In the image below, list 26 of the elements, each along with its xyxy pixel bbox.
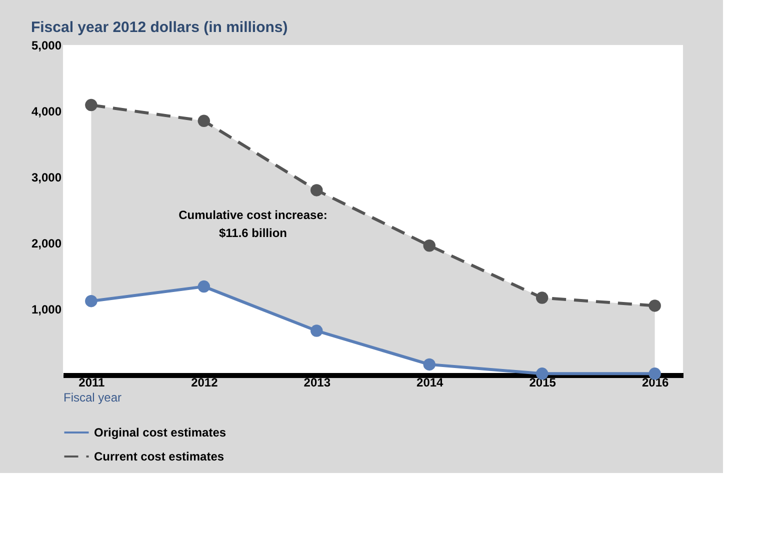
chart-title: Fiscal year 2012 dollars (in millions): [30, 19, 288, 36]
point: [85, 98, 98, 112]
point: [423, 240, 436, 252]
y-tick-label: 2,000: [31, 236, 62, 250]
point: [85, 294, 98, 308]
point: [536, 292, 548, 304]
annotation: Cumulative cost increase: $11.6 billion: [178, 208, 328, 240]
point: [648, 300, 661, 312]
x-axis-title: Fiscal year: [64, 390, 122, 404]
point: [310, 184, 323, 196]
point: [198, 280, 210, 293]
x-tick-label: 2013: [304, 376, 331, 390]
point: [423, 358, 436, 371]
point: [310, 324, 323, 337]
x-tick-label: 2011: [78, 376, 106, 390]
legend-label: Current cost estimates: [94, 450, 224, 464]
x-tick-label: 2015: [529, 376, 556, 390]
y-tick-label: 1,000: [31, 302, 62, 316]
x-tick-label: 2014: [416, 376, 444, 390]
x-tick-label: 2012: [191, 376, 218, 390]
x-tick-label: 2016: [642, 376, 669, 390]
y-tick-label: 4,000: [31, 104, 62, 118]
legend-label: Original cost estimates: [94, 426, 226, 440]
y-tick-label: 5,000: [31, 38, 62, 52]
y-tick-label: 3,000: [31, 170, 62, 184]
point: [198, 114, 210, 128]
